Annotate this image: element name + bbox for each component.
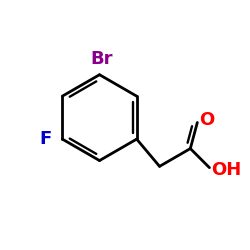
Text: O: O [199, 111, 214, 129]
Text: Br: Br [91, 50, 113, 68]
Text: OH: OH [212, 161, 242, 179]
Text: F: F [40, 130, 52, 148]
